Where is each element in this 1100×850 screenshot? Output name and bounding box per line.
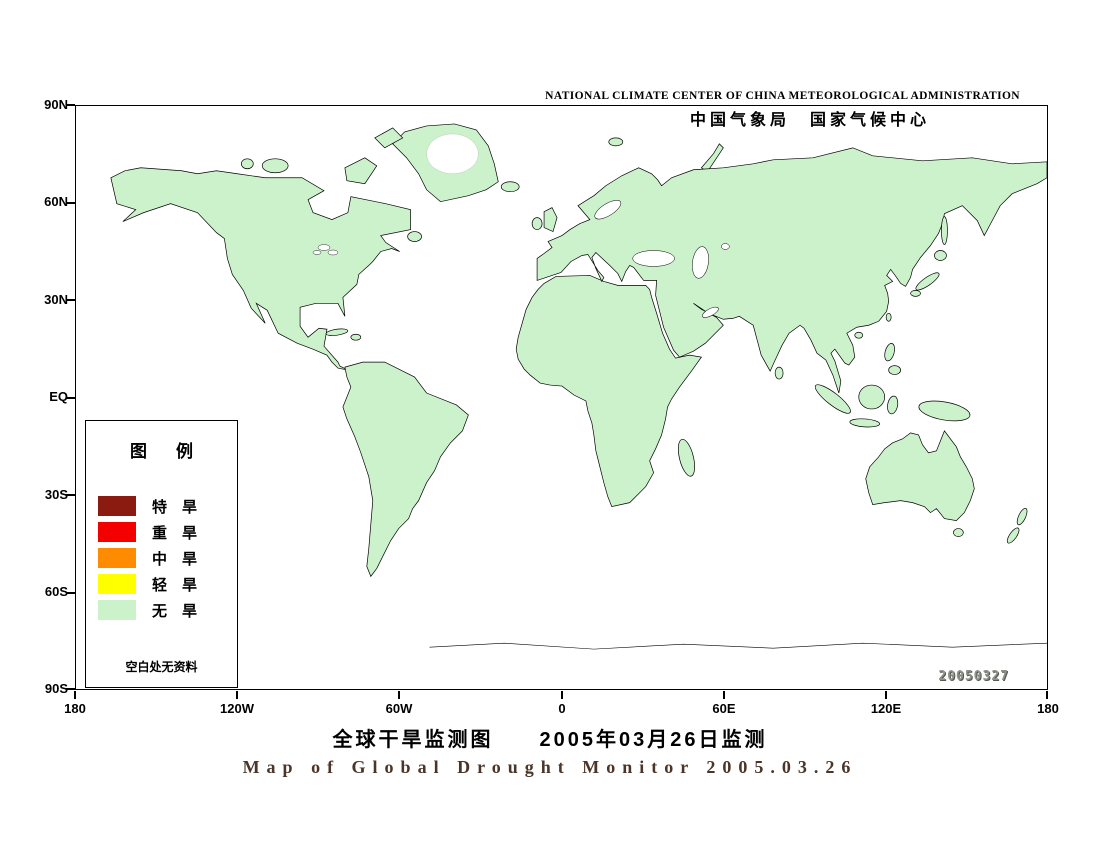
legend-swatch-extreme	[98, 496, 136, 516]
lon-tick	[74, 691, 76, 699]
legend-swatch-moderate	[98, 548, 136, 568]
map-title-cn: 全球干旱监测图 2005年03月26日监测	[332, 729, 768, 751]
legend-item-none: 无 旱	[98, 600, 237, 620]
lon-label-0: 0	[558, 701, 566, 716]
lat-tick	[66, 104, 75, 106]
legend-swatch-none	[98, 600, 136, 620]
lon-tick	[398, 691, 400, 699]
legend-note: 空白处无资料	[125, 660, 198, 674]
legend-item-light: 轻 旱	[98, 574, 237, 594]
legend-swatch-light	[98, 574, 136, 594]
legend: 图 例 特 旱 重 旱 中 旱 轻 旱 无 旱 空白处无资料	[85, 420, 238, 688]
lon-tick	[236, 691, 238, 699]
lat-tick	[66, 299, 75, 301]
legend-item-moderate: 中 旱	[98, 548, 237, 568]
lon-label-180-left: 180	[64, 701, 86, 716]
world-drought-map	[110, 123, 1047, 650]
lon-label-180-right: 180	[1037, 701, 1059, 716]
legend-label-severe: 重 旱	[152, 524, 198, 542]
greenland-icecap	[426, 133, 479, 174]
map-title-en: Map of Global Drought Monitor 2005.03.26	[242, 757, 858, 777]
lon-tick	[885, 691, 887, 699]
lon-label-60w: 60W	[385, 701, 413, 716]
lon-tick	[723, 691, 725, 699]
legend-label-extreme: 特 旱	[152, 498, 198, 516]
lat-label-30s: 30S	[44, 487, 68, 502]
lon-tick	[1046, 691, 1048, 699]
antarctic-coastline	[429, 642, 1047, 650]
lon-tick	[561, 691, 563, 699]
lon-label-120e: 120E	[870, 701, 902, 716]
legend-title: 图 例	[130, 442, 199, 461]
legend-label-moderate: 中 旱	[152, 550, 198, 568]
org-name-en: NATIONAL CLIMATE CENTER OF CHINA METEORO…	[545, 90, 1020, 102]
lon-label-120w: 120W	[220, 701, 254, 716]
lat-tick	[66, 397, 75, 399]
lon-label-60e: 60E	[712, 701, 736, 716]
legend-label-none: 无 旱	[152, 602, 198, 620]
lat-label-30n: 30N	[44, 292, 68, 307]
inland-seas	[312, 199, 730, 318]
lat-tick	[66, 688, 75, 690]
legend-item-extreme: 特 旱	[98, 496, 237, 516]
lat-tick	[66, 202, 75, 204]
legend-label-light: 轻 旱	[152, 576, 198, 594]
lat-label-eq: EQ	[49, 389, 68, 404]
lat-tick	[66, 494, 75, 496]
legend-items: 特 旱 重 旱 中 旱 轻 旱 无 旱	[86, 496, 237, 620]
lat-tick	[66, 592, 75, 594]
org-name-cn: 中国气象局 国家气候中心	[689, 112, 930, 129]
lat-label-90s: 90S	[44, 681, 68, 696]
lat-label-90n: 90N	[44, 97, 68, 112]
lat-label-60s: 60S	[44, 584, 68, 599]
map-date-stamp: 20050327	[938, 669, 1009, 684]
continents	[110, 123, 1047, 577]
legend-swatch-severe	[98, 522, 136, 542]
lat-label-60n: 60N	[44, 194, 68, 209]
legend-item-severe: 重 旱	[98, 522, 237, 542]
